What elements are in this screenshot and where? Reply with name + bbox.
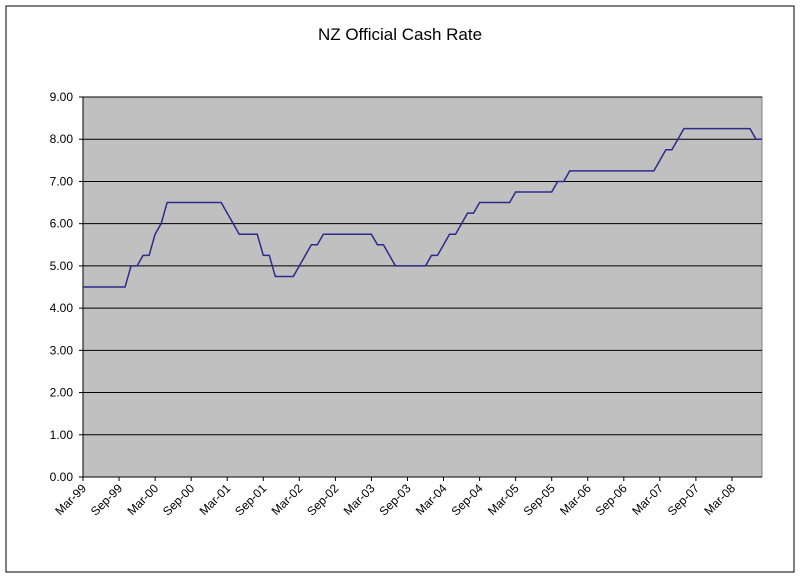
chart-title: NZ Official Cash Rate [318, 25, 482, 44]
y-tick-label: 4.00 [50, 301, 74, 315]
y-tick-label: 0.00 [50, 470, 74, 484]
line-series [83, 127, 762, 288]
y-tick-label: 9.00 [50, 90, 74, 104]
y-tick-label: 2.00 [50, 386, 74, 400]
y-tick-label: 3.00 [50, 343, 74, 357]
y-tick-label: 8.00 [50, 132, 74, 146]
y-tick-label: 7.00 [50, 174, 74, 188]
y-tick-label: 1.00 [50, 428, 74, 442]
plot-area [82, 96, 763, 478]
y-tick-label: 5.00 [50, 259, 74, 273]
y-tick-label: 6.00 [50, 217, 74, 231]
